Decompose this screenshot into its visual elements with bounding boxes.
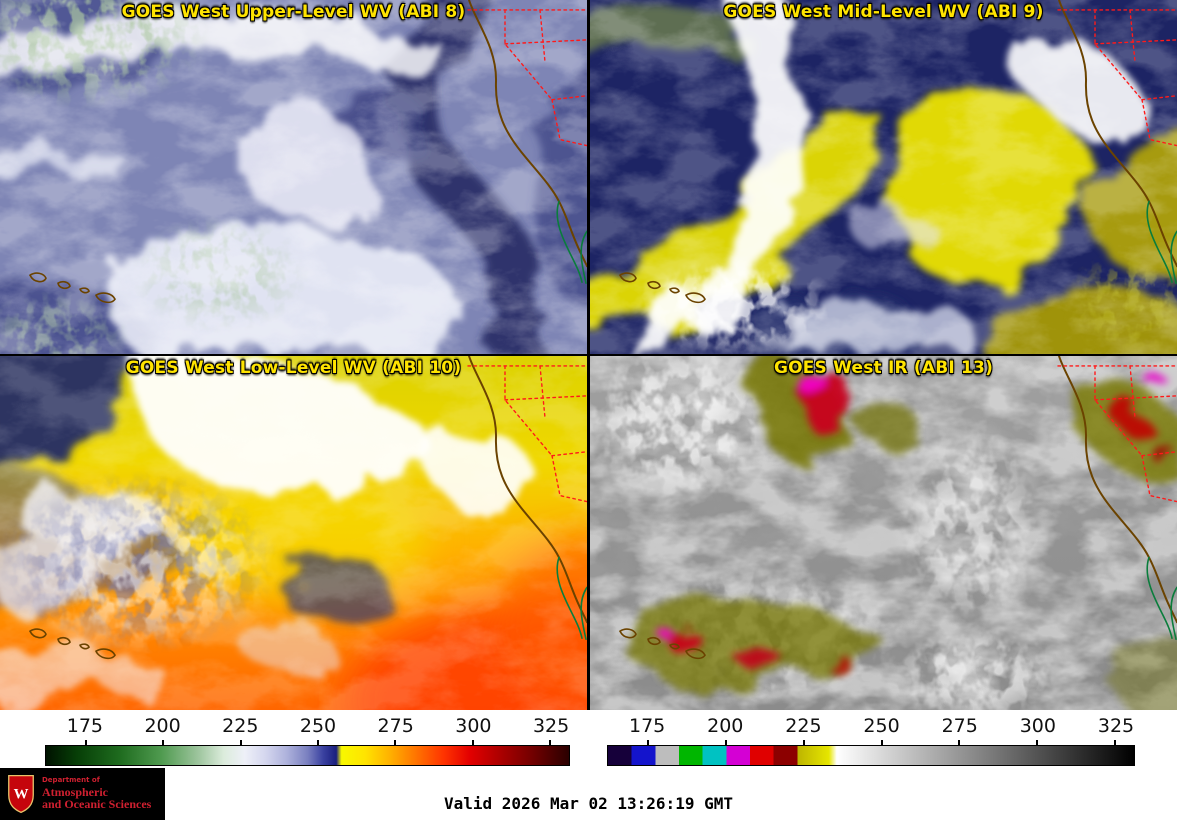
tick-label-200: 200 xyxy=(144,715,181,737)
tick-label-275: 275 xyxy=(941,715,978,737)
tick-label-275: 275 xyxy=(377,715,414,737)
panel-title-abi9: GOES West Mid-Level WV (ABI 9) xyxy=(723,2,1044,22)
tick-label-325: 325 xyxy=(532,715,570,737)
logo-text: Department of Atmospheric and Oceanic Sc… xyxy=(42,776,152,812)
footer: W Department of Atmospheric and Oceanic … xyxy=(0,768,1177,820)
satellite-image-abi13 xyxy=(590,356,1177,710)
valid-time: Valid 2026 Mar 02 13:26:19 GMT xyxy=(444,794,733,813)
tick-label-250: 250 xyxy=(299,715,337,737)
tick-label-225: 225 xyxy=(222,715,259,737)
tick-mark xyxy=(802,740,805,746)
tick-label-175: 175 xyxy=(628,715,666,737)
tick-mark xyxy=(471,740,474,746)
logo-line-atmospheric: Atmospheric xyxy=(42,784,108,799)
tick-label-325: 325 xyxy=(1097,715,1135,737)
uw-crest-icon: W xyxy=(8,774,34,814)
colorbar-ir-bar xyxy=(607,740,1135,766)
panel-title-abi8: GOES West Upper-Level WV (ABI 8) xyxy=(121,2,466,22)
tick-mark xyxy=(1036,740,1039,746)
panel-low-level-wv[interactable]: GOES West Low-Level WV (ABI 10) xyxy=(0,356,587,710)
logo-dept-line: Department of xyxy=(42,776,100,785)
uw-aos-logo: W Department of Atmospheric and Oceanic … xyxy=(0,768,165,820)
tick-mark xyxy=(880,740,883,746)
panel-mid-level-wv[interactable]: GOES West Mid-Level WV (ABI 9) xyxy=(590,0,1177,354)
tick-mark xyxy=(646,740,649,746)
satellite-image-abi10 xyxy=(0,356,587,710)
colorbar-wv: 175 200 225 250 275 300 325 xyxy=(45,712,570,770)
panel-title-abi13: GOES West IR (ABI 13) xyxy=(773,358,994,378)
tick-label-175: 175 xyxy=(66,715,104,737)
tick-label-300: 300 xyxy=(1019,715,1056,737)
panel-grid: GOES West Upper-Level WV (ABI 8) xyxy=(0,0,1177,710)
tick-label-225: 225 xyxy=(785,715,822,737)
colorbar-wv-ticks: 175 200 225 250 275 300 325 xyxy=(45,712,570,739)
panel-title-abi10: GOES West Low-Level WV (ABI 10) xyxy=(125,358,462,378)
tick-mark xyxy=(162,740,165,746)
satellite-image-abi8 xyxy=(0,0,587,354)
colorbar-ir-ticks: 175 200 225 250 275 300 325 xyxy=(607,712,1135,739)
tick-label-300: 300 xyxy=(455,715,492,737)
panel-ir[interactable]: GOES West IR (ABI 13) xyxy=(590,356,1177,710)
colorbar-wv-bar xyxy=(45,740,570,766)
colorbar-ir: 175 200 225 250 275 300 325 xyxy=(607,712,1135,770)
panel-upper-level-wv[interactable]: GOES West Upper-Level WV (ABI 8) xyxy=(0,0,587,354)
svg-text:W: W xyxy=(14,786,29,802)
tick-mark xyxy=(549,740,552,746)
colorbar-row: 175 200 225 250 275 300 325 175 200 225 250 275 300… xyxy=(0,710,1177,770)
satellite-image-abi9 xyxy=(590,0,1177,354)
logo-line-oceanic: and Oceanic Sciences xyxy=(42,797,152,812)
tick-label-250: 250 xyxy=(863,715,900,737)
tick-label-200: 200 xyxy=(707,715,744,737)
tick-mark xyxy=(724,740,727,746)
tick-mark xyxy=(84,740,87,746)
tick-mark xyxy=(1114,740,1117,746)
tick-mark xyxy=(958,740,961,746)
tick-mark xyxy=(316,740,319,746)
tick-mark xyxy=(394,740,397,746)
tick-mark xyxy=(239,740,242,746)
